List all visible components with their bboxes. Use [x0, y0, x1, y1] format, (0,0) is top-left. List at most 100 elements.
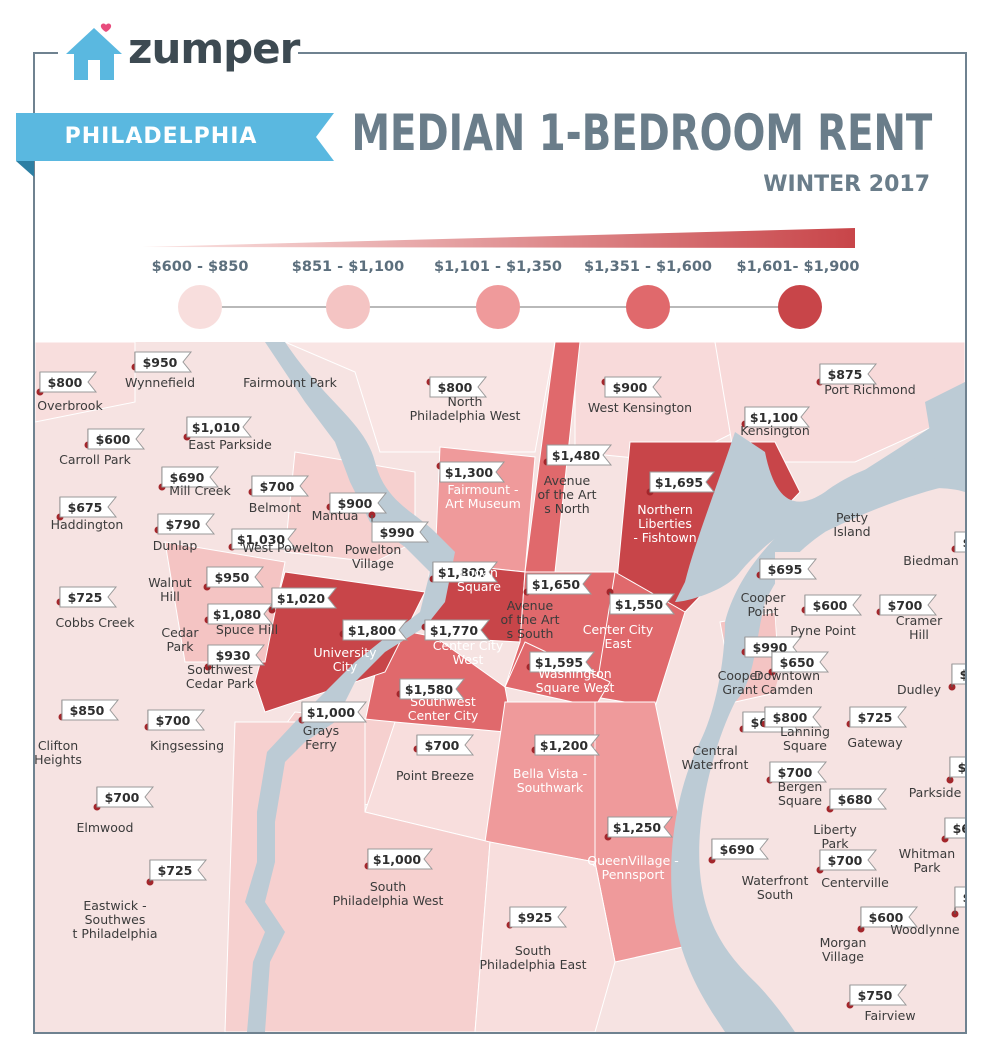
- rent-value-cedar-park: $1,020: [277, 591, 326, 606]
- rent-value-fairview: $750: [858, 988, 893, 1003]
- neighborhood-label-carroll-park: Carroll Park: [59, 452, 132, 467]
- rent-value-liberty-park: $680: [838, 792, 873, 807]
- neighborhood-label-walnut-hill: Walnut Hill: [148, 575, 192, 604]
- neighborhood-labels: Overbrook Wynnefield Fairmount Park North Ph…: [35, 375, 962, 1023]
- rent-value-overbrook: $800: [48, 375, 83, 390]
- neighborhood-label-cramer-hill: Cramer Hill: [896, 613, 943, 642]
- neighborhood-label-logan-square: Logan Square: [457, 565, 501, 594]
- rent-flag-fairmount-art-museum: [439, 461, 506, 483]
- rent-flag-cramer-hill: [879, 594, 938, 616]
- rent-flag-southwest-cedar-park: [207, 644, 266, 666]
- zumper-logo: zumper: [58, 20, 300, 90]
- rent-value-east-parkside: $1,010: [192, 420, 241, 435]
- rent-flag-bergen-square: [769, 761, 828, 783]
- rent-flag-downtown-camden: [771, 651, 830, 673]
- rent-flag-north-philadelphia-west: [429, 376, 488, 398]
- rent-value-mill-creek: $690: [170, 470, 205, 485]
- neighborhood-label-port-richmond: Port Richmond: [824, 382, 915, 397]
- rent-value-parkside: $710: [958, 760, 965, 775]
- rent-flag-whitman-park: [944, 817, 965, 839]
- map-frame: [33, 52, 967, 1034]
- neighborhood-label-gateway: Gateway: [847, 735, 903, 750]
- rent-flag-point-breeze: [416, 734, 475, 756]
- rent-flag-dunlap: [157, 513, 216, 535]
- rent-flag-west-powelton: [231, 528, 298, 550]
- neighborhood-label-mill-creek: Mill Creek: [169, 483, 231, 498]
- rent-value-mantua: $900: [338, 496, 373, 511]
- neighborhood-label-cooper-grant: Cooper Grant: [718, 668, 764, 697]
- neighborhood-label-cedar-park: Cedar Park: [161, 625, 199, 654]
- rent-value-university-city: $1,800: [348, 623, 397, 638]
- rent-value-bella-vista-southwark: $1,200: [540, 738, 589, 753]
- rent-flag-lanning-square: [764, 706, 823, 728]
- rent-value-center-city-east: $1,550: [615, 597, 664, 612]
- neighborhood-label-queenvillage-pennsport: QueenVillage -Pennsport: [587, 853, 679, 882]
- rent-value-logan-square: $1,800: [438, 565, 487, 580]
- rent-flags: $800 $950 $800 $900 $875 $1,010 $600 $1,100 $1,4…: [36, 351, 965, 1009]
- rent-flag-wynnefield: [134, 351, 193, 373]
- rent-value-spuce-hill: $1,080: [213, 607, 262, 622]
- legend-label-4: $1,351 - $1,600: [583, 259, 713, 275]
- rent-flag-clifton-heights: [61, 699, 120, 721]
- neighborhood-label-powelton-village: Powelton Village: [345, 542, 402, 571]
- rent-flag-elmwood: [96, 786, 155, 808]
- page-subtitle: WINTER 2017: [763, 172, 930, 197]
- brand-name: zumper: [128, 24, 300, 73]
- rent-flag-cobbs-creek: [59, 586, 118, 608]
- rent-value-fairmount-art-museum: $1,300: [445, 465, 494, 480]
- rent-flag-haddington: [59, 496, 118, 518]
- legend-label-3: $1,101 - $1,350: [433, 259, 563, 275]
- schuylkill-river: [245, 342, 455, 1032]
- neighborhood-label-elmwood: Elmwood: [76, 820, 133, 835]
- neighborhood-label-kingsessing: Kingsessing: [150, 738, 224, 753]
- neighborhood-label-clifton-heights: Clifton Heights: [35, 738, 82, 767]
- map-canvas: $800 $950 $800 $900 $875 $1,010 $600 $1,100 $1,4…: [35, 342, 965, 1032]
- rent-value-point-breeze: $700: [425, 738, 460, 753]
- neighborhood-label-avenue-of-the-arts-south: Avenue of the Art s South: [500, 598, 559, 641]
- rent-flag-queenvillage-pennsport: [607, 816, 674, 838]
- legend-label-1: $600 - $850: [151, 259, 249, 275]
- neighborhood-label-washington-square-west: Washington Square West: [536, 666, 615, 695]
- rent-value-cramer-hill: $700: [888, 598, 923, 613]
- rent-value-west-powelton: $1,030: [237, 532, 286, 547]
- rent-flag-mill-creek: [161, 466, 220, 488]
- rent-value-cobbs-creek: $725: [68, 590, 103, 605]
- rent-value-southwest-center-city: $1,580: [405, 682, 454, 697]
- rent-value-haddington: $675: [68, 500, 103, 515]
- neighborhood-label-mantua: Mantua: [312, 508, 359, 523]
- neighborhood-label-spuce-hill: Spuce Hill: [216, 622, 278, 637]
- rent-value-carroll-park: $600: [96, 432, 131, 447]
- rent-value-avenue-of-the-arts-north: $1,480: [552, 448, 601, 463]
- neighborhood-label-fairview: Fairview: [864, 1008, 915, 1023]
- rent-flag-avenue-of-the-arts-south: [526, 573, 593, 595]
- page-title: MEDIAN 1-BEDROOM RENT: [351, 104, 932, 162]
- neighborhood-label-haddington: Haddington: [51, 517, 124, 532]
- neighborhood-label-centerville: Centerville: [821, 875, 889, 890]
- city-ribbon: PHILADELPHIA: [16, 113, 334, 177]
- rent-flag-southwest-center-city: [399, 678, 466, 700]
- rent-flag-northern-liberties-fishtown: [649, 471, 716, 493]
- rent-value-southwest-cedar-park: $930: [216, 648, 251, 663]
- neighborhood-label-liberty-park: Liberty Park: [813, 822, 857, 851]
- rent-value-south-philadelphia-east: $925: [518, 910, 553, 925]
- rent-flag-west-kensington: [604, 376, 663, 398]
- rent-flag-south-philadelphia-west: [367, 848, 434, 870]
- rent-flag-centerville: [819, 849, 878, 871]
- rent-flag-dudley: [951, 663, 965, 685]
- rent-value-woodlynne: $825: [963, 890, 965, 905]
- neighborhood-label-kensington: Kensington: [740, 423, 810, 438]
- neighborhood-label-morgan-village: Morgan Village: [820, 935, 867, 964]
- neighborhood-label-biedman: Biedman: [903, 553, 958, 568]
- neighborhood-label-grays-ferry: Grays Ferry: [303, 723, 339, 752]
- neighborhood-label-belmont: Belmont: [249, 500, 301, 515]
- rent-value-elmwood: $700: [105, 790, 140, 805]
- legend-dot-5: [778, 285, 822, 329]
- legend-dot-3: [476, 285, 520, 329]
- rent-value-queenvillage-pennsport: $1,250: [613, 820, 662, 835]
- rent-value-eastwick-southwest-philadelphia: $725: [158, 863, 193, 878]
- neighborhood-label-petty-island: Petty Island: [833, 510, 870, 539]
- rent-value-south-philadelphia-west: $1,000: [373, 852, 422, 867]
- rent-flag-port-richmond: [819, 363, 878, 385]
- neighborhood-label-wynnefield: Wynnefield: [125, 375, 195, 390]
- rent-value-wynnefield: $950: [143, 355, 178, 370]
